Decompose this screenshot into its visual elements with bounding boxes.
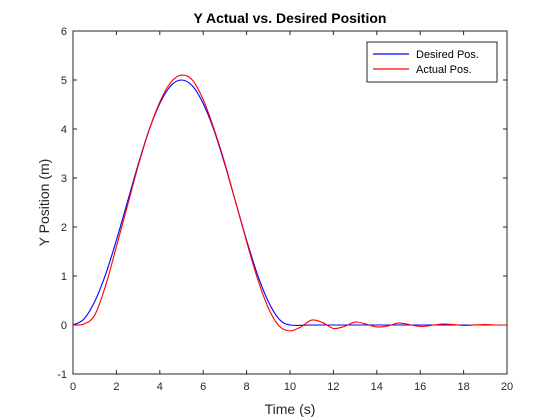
x-tick-label: 18 (457, 381, 469, 393)
y-tick-label: 6 (61, 26, 67, 38)
series-layer (72, 74, 508, 332)
x-tick-label: 14 (371, 381, 383, 393)
plot-area (73, 31, 507, 374)
x-tick-label: 0 (70, 381, 76, 393)
y-tick-label: 4 (61, 124, 67, 136)
legend-label-actual: Actual Pos. (416, 64, 472, 76)
x-tick-label: 8 (244, 381, 250, 393)
x-tick-label: 12 (327, 381, 339, 393)
actual-position-line (72, 74, 508, 332)
x-tick-label: 10 (284, 381, 296, 393)
y-axis-label: Y Position (m) (36, 159, 52, 247)
x-axis-label: Time (s) (265, 401, 316, 417)
legend: Desired Pos. Actual Pos. (366, 41, 498, 83)
x-tick-label: 4 (157, 381, 163, 393)
legend-label-desired: Desired Pos. (416, 49, 479, 61)
y-tick-label: 1 (61, 271, 67, 283)
plot-box (72, 30, 508, 375)
y-tick-label: 5 (61, 75, 67, 87)
y-tick-label: 3 (61, 173, 67, 185)
x-tick-label: 20 (501, 381, 513, 393)
y-tick-label: -1 (57, 369, 67, 381)
x-tick-label: 2 (113, 381, 119, 393)
chart-title: Y Actual vs. Desired Position (194, 10, 387, 26)
y-tick-label: 0 (61, 320, 67, 332)
y-tick-label: 2 (61, 222, 67, 234)
legend-box (366, 41, 498, 83)
x-tick-label: 16 (414, 381, 426, 393)
x-tick-label: 6 (200, 381, 206, 393)
